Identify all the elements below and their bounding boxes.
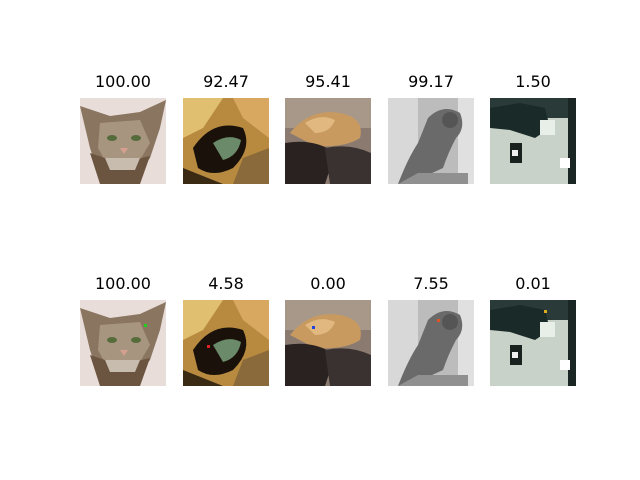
cat-dark-icon bbox=[490, 300, 576, 386]
marker-dot bbox=[312, 326, 315, 329]
score-label: 0.00 bbox=[310, 274, 346, 293]
score-label: 7.55 bbox=[413, 274, 449, 293]
cat-grayscale-icon bbox=[388, 300, 474, 386]
marker-dot bbox=[437, 319, 440, 322]
score-label: 100.00 bbox=[95, 274, 151, 293]
cat-closeup-icon bbox=[183, 98, 269, 184]
cat-closeup-icon bbox=[183, 300, 269, 386]
score-label: 100.00 bbox=[95, 72, 151, 91]
cat-dark-icon bbox=[490, 98, 576, 184]
cat-face-icon bbox=[80, 98, 166, 184]
cat-grayscale-icon bbox=[388, 98, 474, 184]
marker-dot bbox=[544, 310, 547, 313]
cat-lying-icon bbox=[285, 300, 371, 386]
marker-dot bbox=[207, 345, 210, 348]
marker-dot bbox=[144, 324, 147, 327]
score-label: 95.41 bbox=[305, 72, 351, 91]
score-label: 92.47 bbox=[203, 72, 249, 91]
cat-face-icon bbox=[80, 300, 166, 386]
score-label: 0.01 bbox=[515, 274, 551, 293]
cat-lying-icon bbox=[285, 98, 371, 184]
score-label: 1.50 bbox=[515, 72, 551, 91]
score-label: 99.17 bbox=[408, 72, 454, 91]
score-label: 4.58 bbox=[208, 274, 244, 293]
